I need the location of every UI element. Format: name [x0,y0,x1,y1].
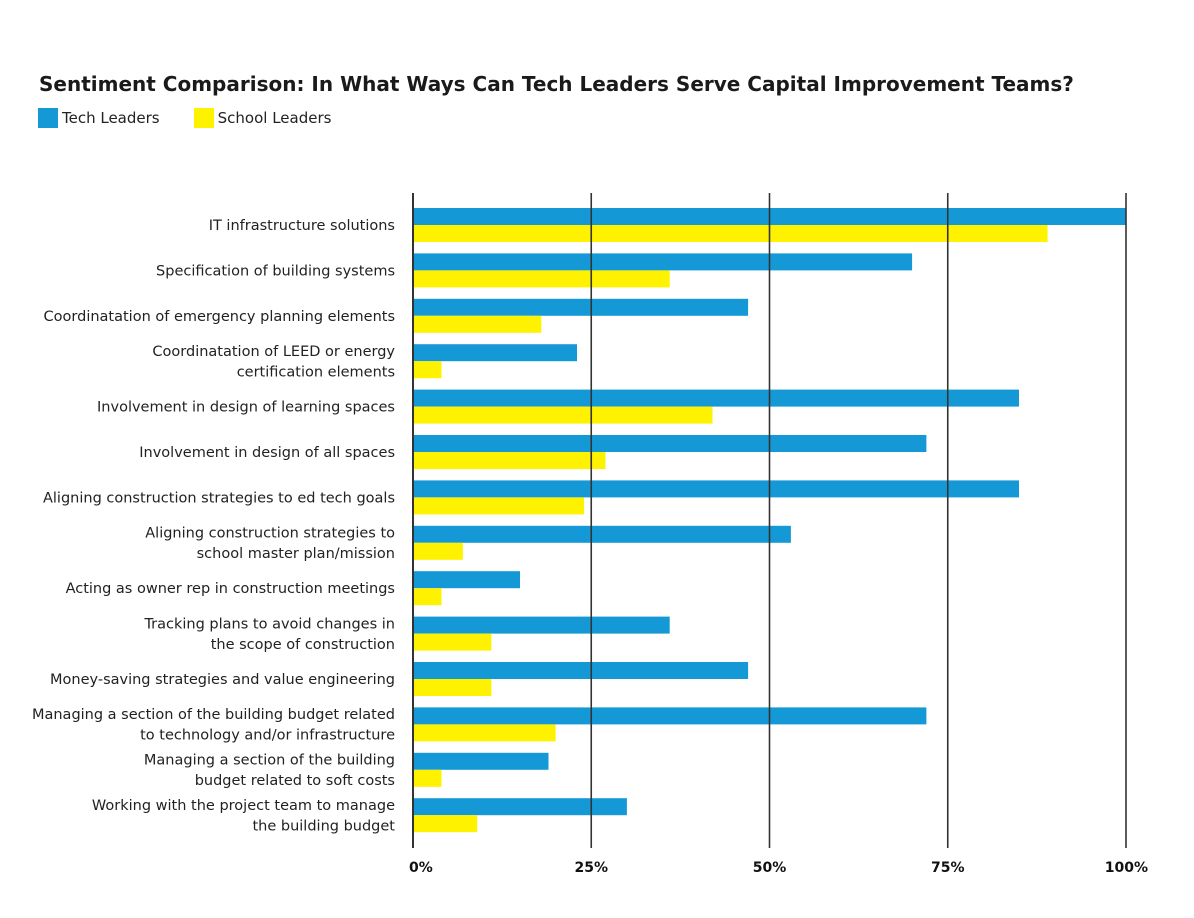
legend-item-school-leaders: School Leaders [193,108,332,128]
bar-tech-leaders-3 [413,344,577,362]
category-label: school master plan/mission [197,546,395,562]
bar-school-leaders-7 [413,542,463,560]
category-label: budget related to soft costs [195,773,395,789]
bar-school-leaders-4 [413,406,713,424]
bar-tech-leaders-13 [413,798,627,816]
category-label: Specification of building systems [156,263,395,279]
bar-school-leaders-3 [413,361,442,379]
category-label: Acting as owner rep in construction meet… [66,581,395,597]
bar-school-leaders-8 [413,588,442,606]
bar-tech-leaders-10 [413,662,749,679]
legend-label-school-leaders: School Leaders [217,109,332,127]
bar-school-leaders-0 [413,225,1048,242]
category-label: Money-saving strategies and value engine… [50,672,395,688]
category-label: Managing a section of the building [144,753,395,769]
bar-school-leaders-9 [413,633,492,651]
bar-tech-leaders-4 [413,389,1019,407]
category-label: Coordinatation of emergency planning ele… [44,309,395,325]
bar-tech-leaders-12 [413,752,549,770]
bar-tech-leaders-8 [413,571,520,589]
category-label: to technology and/or infrastructure [140,728,395,744]
category-label: the building budget [252,818,395,834]
bar-tech-leaders-5 [413,435,927,452]
chart-title: Sentiment Comparison: In What Ways Can T… [39,72,1074,96]
legend-swatch-school-leaders [193,108,214,128]
x-tick-label: 75% [931,860,965,876]
bar-tech-leaders-11 [413,707,927,725]
bar-school-leaders-6 [413,497,585,515]
bar-tech-leaders-9 [413,616,670,634]
bar-tech-leaders-1 [413,253,913,271]
bar-tech-leaders-6 [413,480,1019,498]
category-label: Managing a section of the building budge… [32,707,395,723]
x-tick-label: 50% [753,860,787,876]
bar-school-leaders-2 [413,315,542,333]
bar-tech-leaders-2 [413,298,749,316]
category-label: Aligning construction strategies to [145,526,395,542]
bar-tech-leaders-7 [413,525,791,543]
bar-school-leaders-5 [413,452,606,469]
category-label: Working with the project team to manage [92,798,395,814]
bar-school-leaders-12 [413,769,442,787]
category-label: Involvement in design of learning spaces [97,400,395,416]
category-label: certification elements [237,364,395,380]
x-tick-label: 0% [409,860,433,876]
category-label: Tracking plans to avoid changes in [143,616,395,632]
bar-school-leaders-1 [413,270,670,288]
category-label: Aligning construction strategies to ed t… [43,490,395,506]
x-tick-label: 25% [574,860,608,876]
category-label: Involvement in design of all spaces [139,445,395,461]
legend: Tech Leaders School Leaders [38,108,365,128]
category-label: Coordinatation of LEED or energy [152,344,395,360]
x-tick-label: 100% [1105,860,1148,876]
category-label: the scope of construction [211,637,395,653]
bar-school-leaders-13 [413,815,478,833]
bar-school-leaders-10 [413,679,492,696]
legend-label-tech-leaders: Tech Leaders [62,109,160,127]
legend-item-tech-leaders: Tech Leaders [38,108,160,128]
legend-swatch-tech-leaders [38,108,58,128]
bar-school-leaders-11 [413,724,556,742]
category-label: IT infrastructure solutions [209,218,395,234]
